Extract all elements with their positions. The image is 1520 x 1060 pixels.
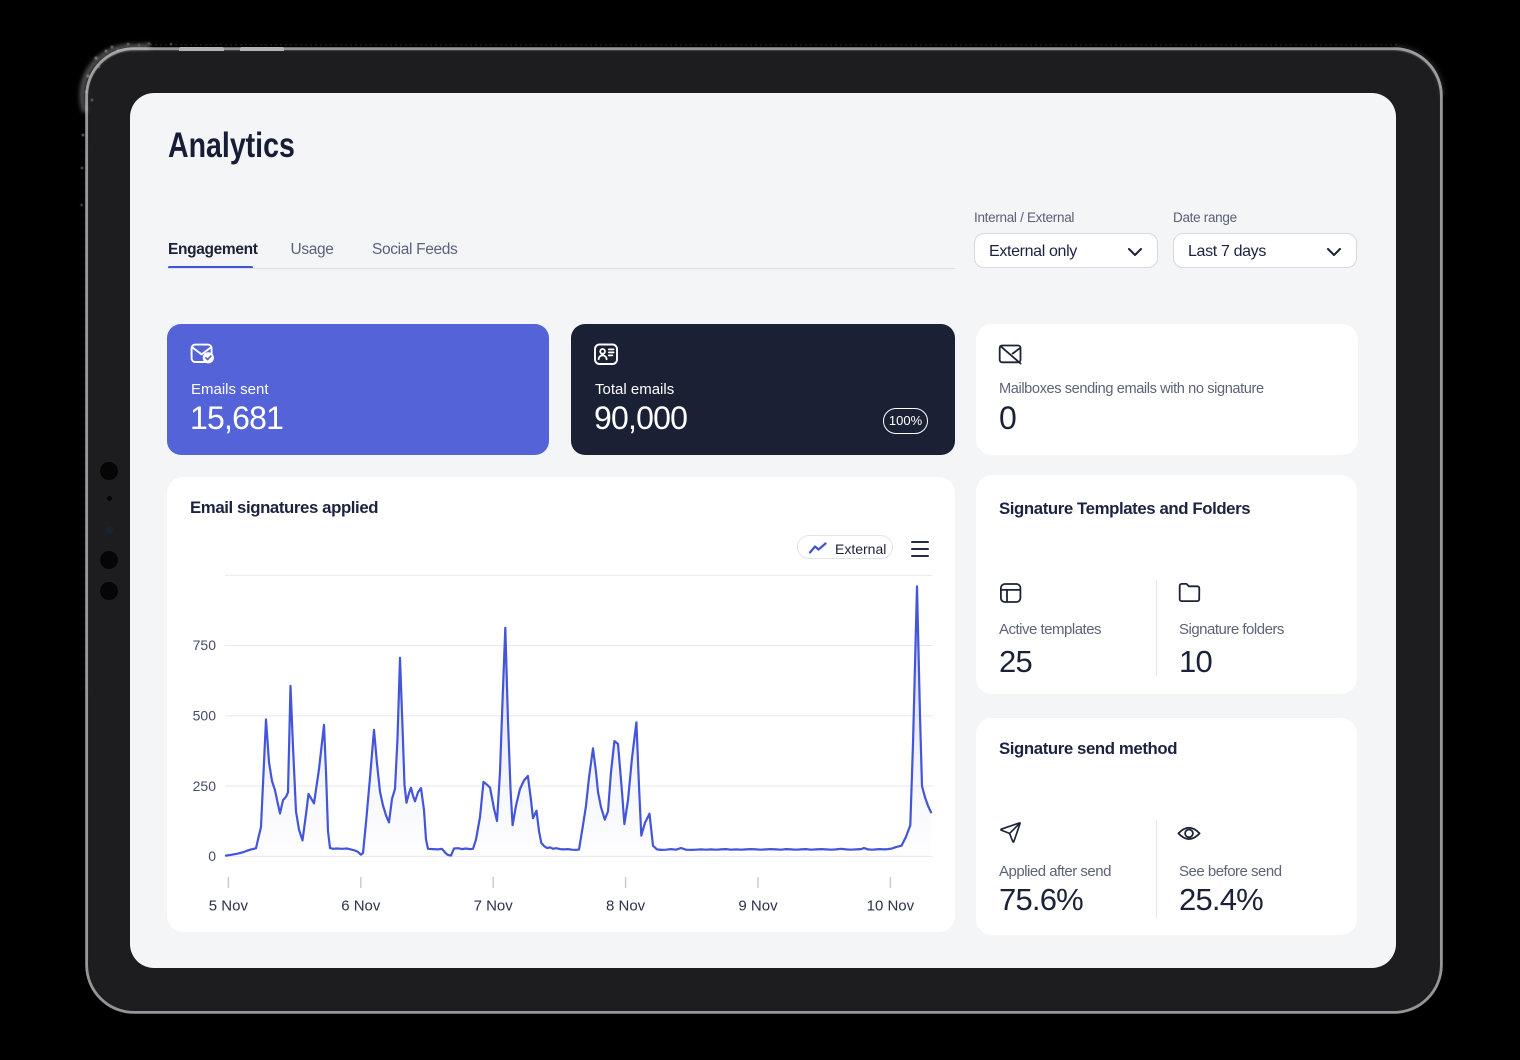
svg-text:7 Nov: 7 Nov bbox=[474, 898, 514, 915]
svg-text:6 Nov: 6 Nov bbox=[341, 898, 381, 915]
svg-text:5 Nov: 5 Nov bbox=[209, 898, 249, 915]
svg-text:10 Nov: 10 Nov bbox=[867, 898, 915, 915]
svg-text:0: 0 bbox=[208, 848, 216, 864]
svg-text:750: 750 bbox=[193, 637, 217, 653]
svg-text:9 Nov: 9 Nov bbox=[738, 898, 778, 915]
svg-text:8 Nov: 8 Nov bbox=[606, 898, 646, 915]
svg-text:250: 250 bbox=[193, 778, 217, 794]
svg-text:500: 500 bbox=[193, 708, 217, 724]
